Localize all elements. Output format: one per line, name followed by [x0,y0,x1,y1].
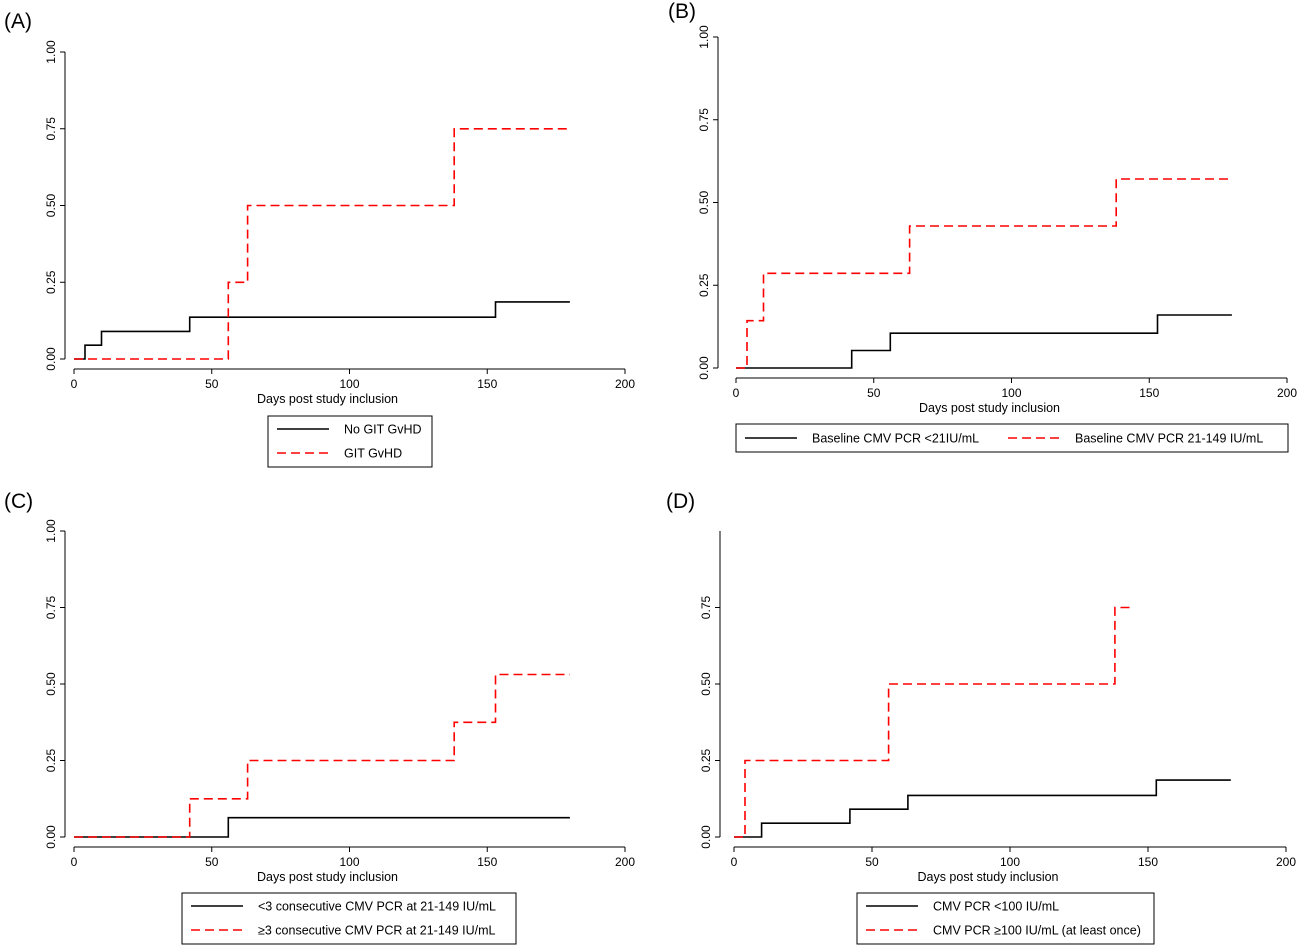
x-tick-label: 200 [1277,386,1297,400]
chart-panel-3: (C) 0.00 0.25 0.50 0.75 1.00 0 50 100 150 200 Days … [4,490,635,945]
y-tick-label: 0.75 [44,117,58,141]
x-axis-title: Days post study inclusion [917,870,1058,884]
y-tick-label: 0.25 [44,748,58,772]
y-tick-label: 1.00 [44,40,58,64]
series-line-1 [74,816,570,838]
x-tick-label: 0 [731,855,738,869]
legend-label: ≥3 consecutive CMV PCR at 21-149 IU/mL [258,924,496,938]
series-line-2 [734,606,1135,838]
y-tick-label: 0.25 [699,748,713,772]
x-tick-label: 50 [205,377,219,391]
y-tick-label: 0.75 [699,595,713,619]
chart-panel-2: (B) 0.00 0.25 0.50 0.75 1.00 0 50 100 150 200 Days … [668,0,1297,453]
legend-box [181,892,517,945]
legend: CMV PCR <100 IU/mL CMV PCR ≥100 IU/mL (at… [856,892,1155,945]
series-line-1 [736,314,1232,369]
x-tick-label: 0 [733,386,740,400]
x-tick-label: 0 [71,855,78,869]
chart-panel-1: (A) 0.00 0.25 0.50 0.75 1.00 0 50 100 150 200 Days … [4,10,635,468]
y-tick-label: 0.75 [44,595,58,619]
x-tick-label: 200 [615,377,635,391]
y-tick-label: 1.00 [697,25,711,49]
legend: <3 consecutive CMV PCR at 21-149 IU/mL ≥3… [181,892,517,945]
x-axis-title: Days post study inclusion [257,392,398,406]
x-axis-title: Days post study inclusion [919,401,1060,415]
series-line-1 [734,779,1231,838]
legend: No GIT GvHD GIT GvHD [267,415,433,468]
legend: Baseline CMV PCR <21IU/mL Baseline CMV PC… [735,423,1289,453]
y-tick-label: 0.00 [699,825,713,849]
y-tick-label: 0.75 [697,108,711,132]
x-tick-label: 150 [1139,386,1159,400]
x-tick-label: 150 [477,855,497,869]
legend-label: Baseline CMV PCR <21IU/mL [812,432,979,446]
y-tick-label: 1.00 [44,519,58,543]
series-line-2 [74,673,570,838]
legend-box [267,415,433,468]
x-axis-title: Days post study inclusion [257,870,398,884]
legend-label: GIT GvHD [344,447,402,461]
x-tick-label: 50 [205,855,219,869]
series-line-2 [74,128,570,360]
y-tick-label: 0.50 [697,190,711,214]
y-tick-label: 0.25 [697,273,711,297]
legend-box [856,892,1155,945]
x-tick-label: 100 [339,377,359,391]
y-tick-label: 0.50 [699,672,713,696]
x-tick-label: 150 [1138,855,1158,869]
panel-label: (B) [668,0,696,23]
series-line-2 [736,178,1232,369]
x-tick-label: 100 [1000,855,1020,869]
legend-label: CMV PCR ≥100 IU/mL (at least once) [933,924,1141,938]
x-tick-label: 200 [1276,855,1296,869]
panel-label: (C) [4,490,33,513]
y-tick-label: 0.00 [44,347,58,371]
x-tick-label: 0 [71,377,78,391]
panel-label: (D) [666,490,695,513]
legend-label: <3 consecutive CMV PCR at 21-149 IU/mL [258,900,496,914]
x-tick-label: 100 [1001,386,1021,400]
y-tick-label: 0.00 [44,825,58,849]
x-tick-label: 100 [339,855,359,869]
legend-label: No GIT GvHD [344,423,422,437]
y-tick-label: 0.25 [44,270,58,294]
series-line-1 [74,301,570,360]
panel-label: (A) [4,10,32,33]
chart-panel-4: (D) 0.00 0.25 0.50 0.75 0 50 100 150 200 Days post… [666,490,1296,945]
y-tick-label: 0.50 [44,672,58,696]
x-tick-label: 50 [867,386,881,400]
x-tick-label: 150 [477,377,497,391]
x-tick-label: 200 [615,855,635,869]
y-tick-label: 0.00 [697,356,711,380]
y-tick-label: 0.50 [44,193,58,217]
legend-label: CMV PCR <100 IU/mL [933,900,1059,914]
legend-label: Baseline CMV PCR 21-149 IU/mL [1075,432,1263,446]
x-tick-label: 50 [865,855,879,869]
